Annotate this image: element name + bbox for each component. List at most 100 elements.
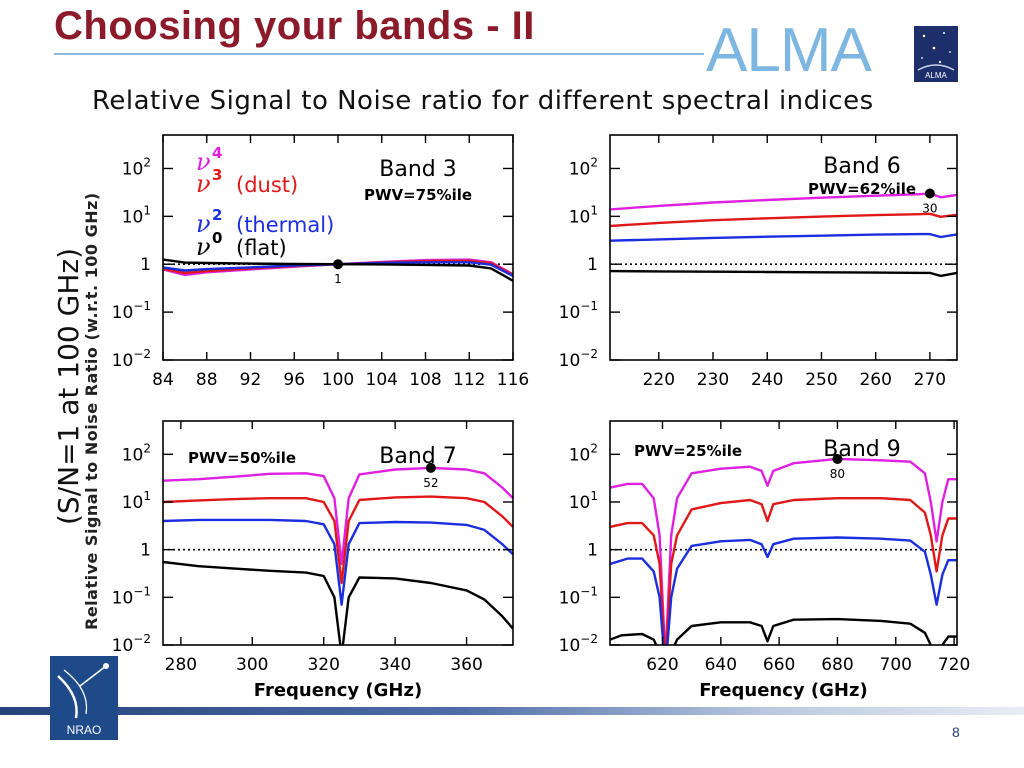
title-underline <box>54 53 704 55</box>
x-tick-label: 240 <box>751 370 783 390</box>
alma-wordmark: ALMA <box>706 16 872 85</box>
y-tick-label: 1 <box>587 255 598 275</box>
y-tick-label: 10−2 <box>559 632 598 656</box>
marker-label: 80 <box>830 467 845 481</box>
nrao-logo-label: NRAO <box>67 723 102 737</box>
nrao-logo-icon: NRAO <box>50 656 118 740</box>
x-tick-label: 116 <box>497 370 529 390</box>
x-tick-label: 112 <box>453 370 485 390</box>
x-tick-label: 88 <box>196 370 218 390</box>
legend-exponent: 3 <box>212 166 222 184</box>
y-tick-label: 10−2 <box>112 632 151 656</box>
band-title: Band 9 <box>823 437 900 462</box>
y-tick-label: 1 <box>587 541 598 561</box>
marker-label: 1 <box>334 272 342 286</box>
y-tick-label: 102 <box>122 155 151 179</box>
x-tick-label: 640 <box>705 655 737 675</box>
y-tick-label: 1 <box>140 255 151 275</box>
series-line-nu3 <box>610 212 957 228</box>
pwv-annotation: PWV=25%ile <box>634 442 742 460</box>
legend-nu-symbol: ν <box>196 170 211 198</box>
plot-frame <box>609 134 958 361</box>
reference-point-marker <box>924 188 935 199</box>
y-tick-label: 1 <box>140 541 151 561</box>
page-number: 8 <box>952 724 960 740</box>
x-tick-label: 270 <box>914 370 946 390</box>
pwv-annotation: PWV=62%ile <box>808 180 916 198</box>
x-tick-label: 96 <box>283 370 305 390</box>
plot-frame <box>162 420 514 646</box>
x-tick-label: 620 <box>646 655 678 675</box>
x-tick-label: 84 <box>152 370 174 390</box>
band-title: Band 3 <box>379 157 456 182</box>
series-line-nu2 <box>610 232 957 242</box>
x-tick-label: 280 <box>165 655 197 675</box>
y-tick-label: 10−1 <box>112 584 151 608</box>
y-tick-label: 102 <box>569 155 598 179</box>
x-axis-label: Frequency (GHz) <box>254 680 422 701</box>
legend-exponent: 4 <box>212 144 222 162</box>
legend-nu-symbol: ν <box>196 210 211 238</box>
x-tick-label: 220 <box>643 370 675 390</box>
legend-label: (flat) <box>236 236 287 260</box>
y-tick-label: 101 <box>122 203 151 227</box>
x-tick-label: 230 <box>697 370 729 390</box>
series-line-nu4 <box>610 192 957 211</box>
y-tick-label: 102 <box>569 441 598 465</box>
pwv-annotation: PWV=75%ile <box>364 186 472 204</box>
legend-label: (dust) <box>236 173 298 197</box>
reference-point-marker <box>425 462 436 473</box>
legend-label: (thermal) <box>236 213 334 237</box>
band-title: Band 6 <box>823 154 900 179</box>
series-line-nu4 <box>610 457 957 645</box>
footer-bar <box>0 707 1024 715</box>
series-line-nu3 <box>610 497 957 645</box>
y-tick-label: 10−2 <box>112 347 151 371</box>
series-line-nu4 <box>163 466 513 566</box>
series-line-nu0 <box>610 269 957 278</box>
x-tick-label: 720 <box>938 655 970 675</box>
y-tick-label: 10−1 <box>112 299 151 323</box>
x-tick-label: 100 <box>322 370 354 390</box>
series-line-nu2 <box>610 536 957 645</box>
alma-logo-label: ALMA <box>925 71 947 80</box>
legend-nu-symbol: ν <box>196 148 211 176</box>
x-tick-label: 700 <box>880 655 912 675</box>
y-tick-label: 10−2 <box>559 347 598 371</box>
x-tick-label: 360 <box>450 655 482 675</box>
reference-point-marker <box>333 259 343 270</box>
marker-label: 30 <box>922 202 937 216</box>
x-axis-label: Frequency (GHz) <box>699 680 867 701</box>
y-tick-label: 101 <box>569 489 598 513</box>
series-line-nu2 <box>163 518 513 606</box>
marker-label: 52 <box>423 476 438 490</box>
legend-exponent: 0 <box>212 229 222 247</box>
pwv-annotation: PWV=50%ile <box>188 449 296 467</box>
x-tick-label: 680 <box>821 655 853 675</box>
reference-point-marker <box>832 453 843 464</box>
x-tick-label: 108 <box>409 370 441 390</box>
alma-logo-icon: ALMA <box>914 26 958 82</box>
series-line-nu0 <box>163 560 513 645</box>
y-tick-label: 10−1 <box>559 584 598 608</box>
series-line-nu0 <box>610 617 957 645</box>
y-tick-label: 101 <box>569 203 598 227</box>
x-tick-label: 250 <box>805 370 837 390</box>
figure-subtitle: Relative Signal to Noise ratio for diffe… <box>92 86 874 116</box>
x-tick-label: 340 <box>379 655 411 675</box>
legend-nu-symbol: ν <box>196 233 211 261</box>
legend-exponent: 2 <box>212 206 222 224</box>
y-tick-label: 101 <box>122 489 151 513</box>
slide-title: Choosing your bands - II <box>54 4 535 48</box>
x-tick-label: 320 <box>307 655 339 675</box>
y-tick-label: 102 <box>122 441 151 465</box>
x-tick-label: 104 <box>366 370 398 390</box>
x-tick-label: 660 <box>763 655 795 675</box>
x-tick-label: 300 <box>236 655 268 675</box>
y-tick-label: 10−1 <box>559 299 598 323</box>
x-tick-label: 92 <box>240 370 262 390</box>
series-line-nu3 <box>163 495 513 585</box>
band-title: Band 7 <box>379 444 456 469</box>
x-tick-label: 260 <box>859 370 891 390</box>
